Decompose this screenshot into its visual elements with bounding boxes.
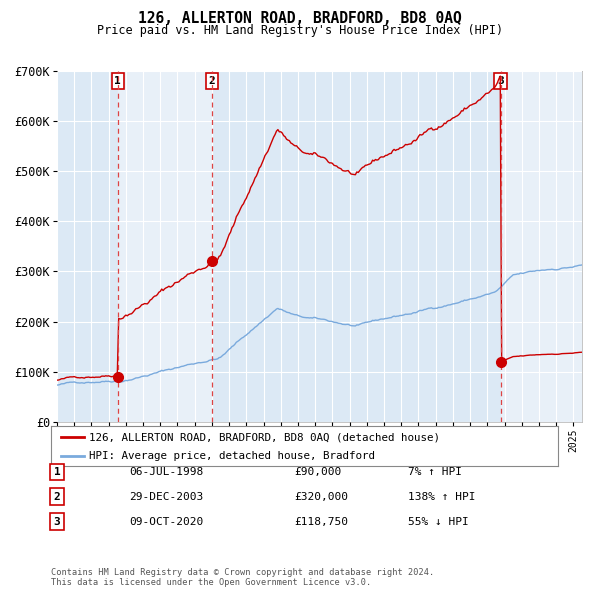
Text: HPI: Average price, detached house, Bradford: HPI: Average price, detached house, Brad… (89, 451, 375, 461)
Text: 2: 2 (208, 76, 215, 86)
Bar (118, 71, 212, 422)
Text: £90,000: £90,000 (294, 467, 341, 477)
Text: £320,000: £320,000 (294, 492, 348, 502)
Text: £118,750: £118,750 (294, 517, 348, 526)
Text: 1: 1 (115, 76, 121, 86)
Text: Contains HM Land Registry data © Crown copyright and database right 2024.
This d: Contains HM Land Registry data © Crown c… (51, 568, 434, 587)
Text: 55% ↓ HPI: 55% ↓ HPI (408, 517, 469, 526)
Text: 06-JUL-1998: 06-JUL-1998 (129, 467, 203, 477)
Text: 126, ALLERTON ROAD, BRADFORD, BD8 0AQ: 126, ALLERTON ROAD, BRADFORD, BD8 0AQ (138, 11, 462, 25)
Text: 7% ↑ HPI: 7% ↑ HPI (408, 467, 462, 477)
Text: 09-OCT-2020: 09-OCT-2020 (129, 517, 203, 526)
Text: 1: 1 (53, 467, 61, 477)
Text: 3: 3 (53, 517, 61, 526)
Text: Price paid vs. HM Land Registry's House Price Index (HPI): Price paid vs. HM Land Registry's House … (97, 24, 503, 37)
Text: 29-DEC-2003: 29-DEC-2003 (129, 492, 203, 502)
Text: 3: 3 (497, 76, 504, 86)
Text: 138% ↑ HPI: 138% ↑ HPI (408, 492, 476, 502)
Text: 126, ALLERTON ROAD, BRADFORD, BD8 0AQ (detached house): 126, ALLERTON ROAD, BRADFORD, BD8 0AQ (d… (89, 432, 440, 442)
Text: 2: 2 (53, 492, 61, 502)
Bar (500, 71, 582, 422)
